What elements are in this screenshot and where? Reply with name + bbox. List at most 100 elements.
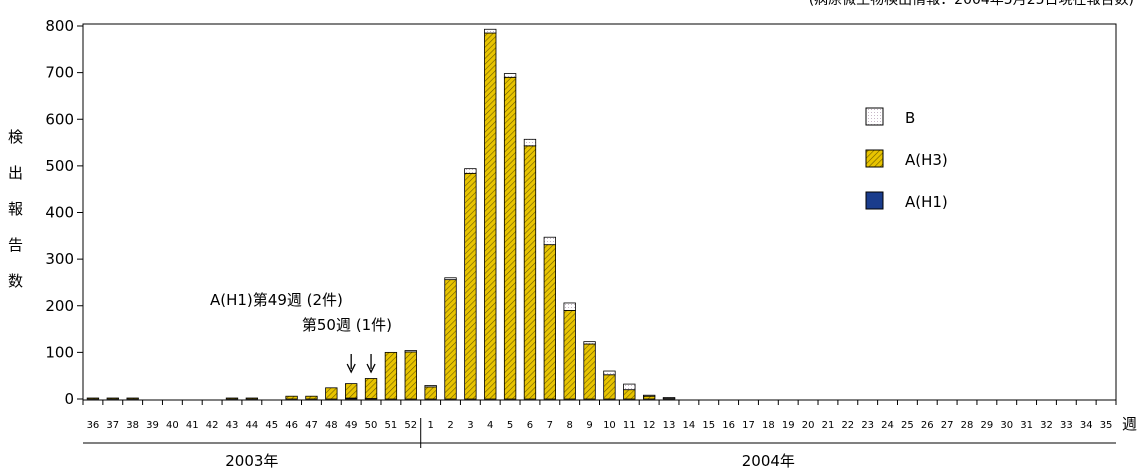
x-tick-label: 37 xyxy=(106,420,119,431)
bar-segment-a-h3- xyxy=(503,76,517,400)
x-tick-label: 12 xyxy=(643,420,656,431)
y-axis-label-char: 報 xyxy=(8,200,23,218)
bar-segment-a-h3- xyxy=(623,389,636,400)
bar-segment-a-h3- xyxy=(126,397,139,400)
x-tick-label: 39 xyxy=(146,420,159,431)
bar-segment-b xyxy=(603,370,616,376)
plot-frame xyxy=(82,23,1117,401)
y-axis-ticks: 0 100 200 300 400 500 600 700 800 xyxy=(45,17,83,408)
y-tick-label: 200 xyxy=(45,297,74,315)
y-axis-label-char: 数 xyxy=(8,272,23,290)
bar-segment-b xyxy=(563,302,576,311)
x-tick-label: 3 xyxy=(467,420,473,431)
y-tick-label: 800 xyxy=(45,17,74,35)
y-tick-label: 400 xyxy=(45,204,74,222)
x-tick-label: 40 xyxy=(166,420,179,431)
x-tick-label: 20 xyxy=(802,420,815,431)
y-tick-label: 300 xyxy=(45,250,74,268)
x-tick-label: 7 xyxy=(547,420,553,431)
bar-segment-b xyxy=(464,168,477,174)
bar-segment-b xyxy=(503,73,517,78)
annotation-text: A(H1)第49週 (2件) xyxy=(210,291,343,309)
x-tick-label: 14 xyxy=(683,420,696,431)
bar-segment-b xyxy=(662,397,676,399)
bar-segment-a-h3- xyxy=(325,387,338,400)
x-tick-label: 48 xyxy=(325,420,338,431)
x-tick-label: 49 xyxy=(345,420,358,431)
x-tick-label: 25 xyxy=(901,420,914,431)
bar-segment-a-h3- xyxy=(345,383,358,399)
x-tick-label: 24 xyxy=(881,420,894,431)
x-tick-label: 43 xyxy=(226,420,239,431)
bar-segment-a-h3- xyxy=(106,397,119,400)
x-tick-label: 38 xyxy=(126,420,139,431)
legend-swatch-a-h1- xyxy=(865,191,884,210)
annotation-arrowhead xyxy=(366,363,376,374)
x-tick-label: 6 xyxy=(527,420,533,431)
year-label: 2003年 xyxy=(225,452,278,470)
legend-label: A(H3) xyxy=(905,151,948,169)
annotation-arrowhead xyxy=(346,363,356,374)
x-tick-label: 18 xyxy=(762,420,775,431)
x-tick-label: 41 xyxy=(186,420,199,431)
legend: B A(H3) A(H1) xyxy=(865,107,948,211)
x-tick-label: 33 xyxy=(1060,420,1073,431)
x-tick-label: 28 xyxy=(961,420,974,431)
bar-segment-a-h3- xyxy=(563,310,576,400)
x-tick-label: 26 xyxy=(921,420,934,431)
x-tick-label: 45 xyxy=(265,420,278,431)
bar-segment-a-h3- xyxy=(86,397,100,400)
x-tick-label: 27 xyxy=(941,420,954,431)
bar-segment-a-h3- xyxy=(245,397,259,400)
bar-segment-a-h3- xyxy=(305,395,318,400)
year-groups: 2003年 2004年 xyxy=(83,418,1116,470)
bar-segment-a-h3- xyxy=(404,351,417,400)
y-tick-label: 0 xyxy=(64,390,74,408)
legend-swatch-a-h3- xyxy=(865,149,884,168)
bar-segment-a-h3- xyxy=(225,397,239,400)
x-tick-label: 5 xyxy=(507,420,513,431)
x-axis-ticks: 36 37 38 39 40 41 42 43 44 45 46 47 48 49 50 51 52 1 2 3 4 5 6… xyxy=(82,400,1117,431)
x-tick-label: 46 xyxy=(285,420,298,431)
x-tick-label: 9 xyxy=(586,420,592,431)
x-tick-label: 34 xyxy=(1080,420,1093,431)
x-tick-label: 8 xyxy=(567,420,573,431)
bar-segment-a-h3- xyxy=(285,395,298,400)
bar-segment-a-h3- xyxy=(384,351,398,400)
x-unit-label: 週 xyxy=(1122,415,1137,433)
x-tick-label: 21 xyxy=(822,420,835,431)
x-tick-label: 30 xyxy=(1000,420,1013,431)
bar-segment-b xyxy=(583,341,596,345)
annotation-text: 第50週 (1件) xyxy=(302,316,392,334)
x-tick-label: 1 xyxy=(427,420,433,431)
x-tick-label: 23 xyxy=(861,420,874,431)
bar-segment-a-h3- xyxy=(603,374,616,400)
bars xyxy=(86,28,676,400)
y-tick-label: 600 xyxy=(45,110,74,128)
x-tick-label: 36 xyxy=(87,420,100,431)
annotations: A(H1)第49週 (2件) 第50週 (1件) xyxy=(210,291,392,374)
bar-segment-b xyxy=(484,28,497,34)
x-tick-label: 13 xyxy=(663,420,676,431)
bar-segment-b xyxy=(643,394,656,397)
bar-segment-a-h3- xyxy=(583,343,596,400)
x-tick-label: 52 xyxy=(404,420,417,431)
x-tick-label: 15 xyxy=(702,420,715,431)
x-tick-label: 11 xyxy=(623,420,636,431)
x-tick-label: 35 xyxy=(1100,420,1113,431)
x-tick-label: 22 xyxy=(841,420,854,431)
y-tick-label: 500 xyxy=(45,157,74,175)
bar-segment-a-h3- xyxy=(364,378,378,399)
bar-segment-b xyxy=(543,236,556,246)
bar-segment-b xyxy=(444,277,457,281)
bar-segment-a-h3- xyxy=(464,172,477,400)
bar-segment-a-h3- xyxy=(523,145,537,400)
x-tick-label: 50 xyxy=(365,420,378,431)
y-tick-label: 700 xyxy=(45,64,74,82)
bar-segment-b xyxy=(623,383,636,391)
x-tick-label: 17 xyxy=(742,420,755,431)
x-tick-label: 47 xyxy=(305,420,318,431)
y-tick-label: 100 xyxy=(45,343,74,361)
